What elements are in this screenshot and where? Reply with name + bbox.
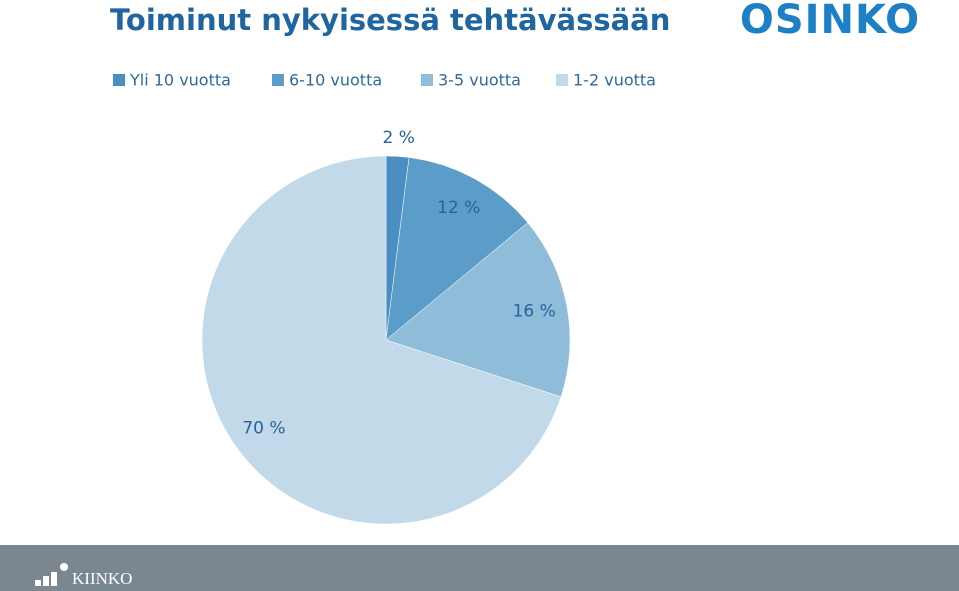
legend-swatch (421, 74, 433, 86)
footer-icon (35, 563, 68, 586)
legend-label: 1-2 vuotta (573, 71, 656, 90)
pie-slice (201, 155, 562, 525)
data-label: 12 % (437, 198, 480, 218)
legend-label: Yli 10 vuotta (129, 71, 231, 90)
legend-label: 3-5 vuotta (438, 71, 521, 90)
chart-title: Toiminut nykyisessä tehtävässään (110, 3, 670, 37)
legend-swatch (113, 74, 125, 86)
logo: OSINKO (740, 0, 920, 43)
legend-swatch (272, 74, 284, 86)
pie-slice (385, 157, 529, 341)
legend-swatch (556, 74, 568, 86)
data-label: 16 % (513, 302, 556, 322)
legend-label: 6-10 vuotta (289, 71, 382, 90)
footer-logo: KIINKO (72, 569, 132, 588)
data-label: 70 % (242, 419, 285, 439)
pie-slice (385, 222, 571, 398)
data-label: 2 % (383, 128, 415, 148)
footer-band (0, 545, 959, 591)
